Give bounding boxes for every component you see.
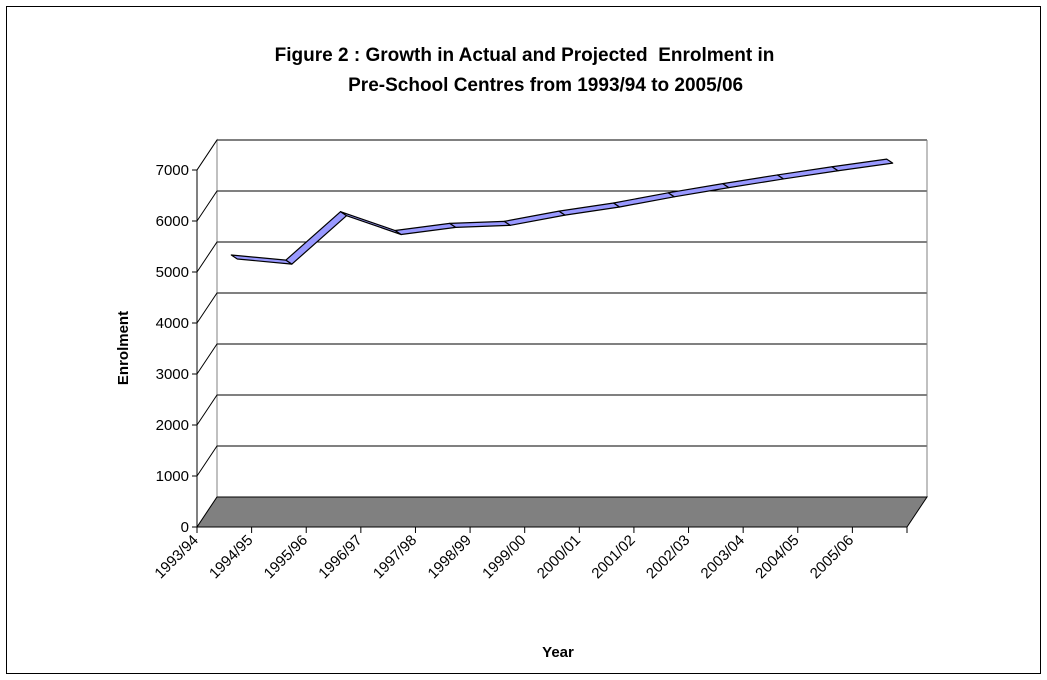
chart-frame: Figure 2 : Growth in Actual and Projecte… (6, 6, 1041, 674)
x-tick-label: 2005/06 (807, 532, 857, 582)
gridline (196, 394, 927, 426)
x-tick-label: 1996/97 (315, 532, 365, 582)
plot-walls (196, 138, 218, 529)
y-tick-labels: 0 1000 2000 3000 4000 5000 6000 7000 (156, 162, 189, 536)
x-tick-label: 1994/95 (206, 532, 256, 582)
x-tick-label: 1999/00 (479, 532, 529, 582)
x-tick-label: 1997/98 (370, 532, 420, 582)
series-segment (613, 192, 675, 208)
gridline (196, 139, 927, 171)
x-tick-labels: 1993/94 1994/95 1995/96 1996/97 1997/98 1998/… (151, 532, 857, 582)
x-axis-title: Year (542, 644, 574, 661)
x-tick-label: 1993/94 (151, 532, 201, 582)
series-segment (449, 220, 511, 228)
chart-title-line-2: Pre-School Centres from 1993/94 to 2005/… (305, 75, 744, 96)
gridlines (196, 139, 928, 497)
axes (192, 169, 908, 533)
chart-title: Figure 2 : Growth in Actual and Projecte… (7, 41, 1042, 101)
x-tick-label: 1995/96 (261, 532, 311, 582)
x-tick-label: 2003/04 (698, 532, 748, 582)
floor (196, 496, 928, 528)
x-tick-label: 2002/03 (643, 532, 693, 582)
y-tick-label: 5000 (156, 264, 189, 281)
x-tick-label: 2001/02 (588, 532, 638, 582)
series-segment (339, 211, 402, 236)
y-tick-label: 3000 (156, 366, 189, 383)
series-segment (831, 158, 894, 172)
series-segment (230, 254, 293, 265)
side-wall (196, 138, 218, 529)
gridline (196, 241, 927, 273)
y-tick-label: 0 (181, 519, 189, 536)
y-tick-label: 6000 (156, 213, 189, 230)
series-segment (503, 210, 566, 226)
y-axis-title: Enrolment (115, 311, 132, 385)
x-tick-label: 2004/05 (752, 532, 802, 582)
series-segment (394, 222, 457, 236)
series-line (230, 158, 894, 265)
x-tick-label: 2000/01 (534, 532, 584, 582)
series-segment (667, 183, 730, 198)
y-tick-label: 7000 (156, 162, 189, 179)
series-segment (722, 174, 785, 189)
gridline (196, 292, 927, 324)
series-segment (285, 211, 348, 265)
x-tick-label: 1998/99 (425, 532, 475, 582)
series-segment (558, 202, 621, 216)
gridline (196, 190, 927, 222)
series-segment (776, 166, 839, 180)
gridline (196, 445, 927, 477)
y-tick-label: 1000 (156, 468, 189, 485)
y-tick-label: 4000 (156, 315, 189, 332)
gridline (196, 343, 927, 375)
plot-floor (196, 496, 928, 528)
chart-title-line-1: Figure 2 : Growth in Actual and Projecte… (274, 45, 775, 66)
y-tick-label: 2000 (156, 417, 189, 434)
